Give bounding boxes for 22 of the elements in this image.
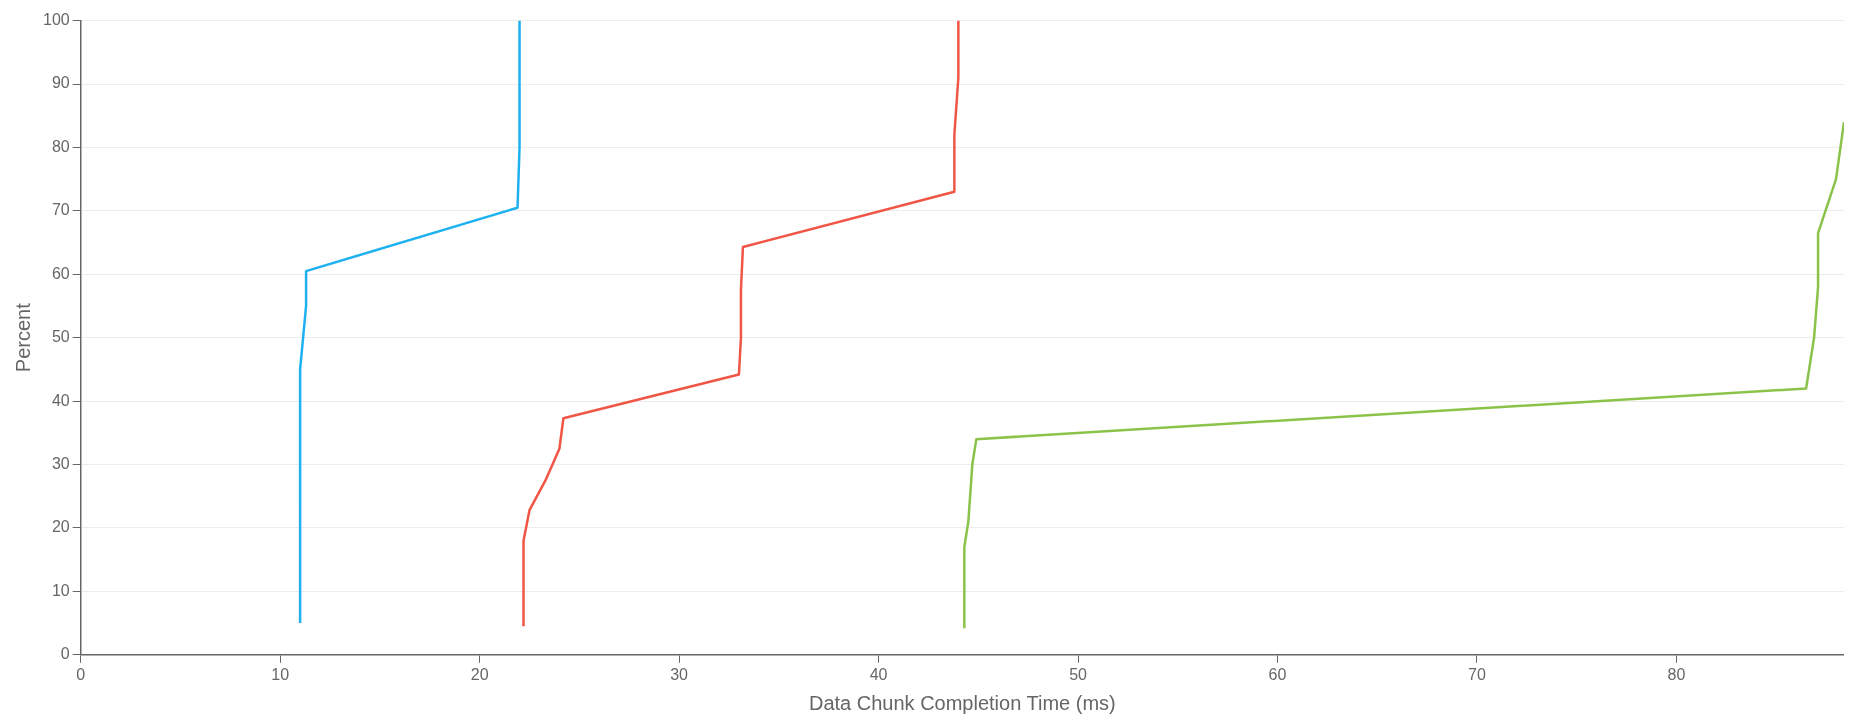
x-tick-label: 80 xyxy=(1667,665,1686,683)
x-tick-label: 60 xyxy=(1268,665,1287,683)
x-tick-label: 10 xyxy=(271,665,290,683)
y-axis-title: Percent xyxy=(11,302,34,373)
x-tick-label: 50 xyxy=(1069,665,1088,683)
x-tick-label: 30 xyxy=(670,665,689,683)
x-tick-label: 70 xyxy=(1468,665,1486,683)
y-tick-label: 0 xyxy=(60,645,70,663)
y-tick-label: 80 xyxy=(51,137,70,155)
y-tick-label: 100 xyxy=(42,11,70,29)
y-tick-label: 10 xyxy=(51,581,70,599)
x-tick-label: 20 xyxy=(470,665,489,683)
y-tick-label: 70 xyxy=(51,201,70,219)
y-tick-label: 50 xyxy=(51,328,70,346)
y-tick-label: 40 xyxy=(51,391,70,409)
x-axis-title: Data Chunk Completion Time (ms) xyxy=(808,691,1116,714)
y-tick-label: 60 xyxy=(51,264,70,282)
x-tick-label: 40 xyxy=(869,665,888,683)
y-tick-label: 90 xyxy=(51,74,70,92)
x-tick-label: 0 xyxy=(76,665,86,683)
y-tick-label: 20 xyxy=(51,518,70,536)
y-tick-label: 30 xyxy=(51,454,70,472)
